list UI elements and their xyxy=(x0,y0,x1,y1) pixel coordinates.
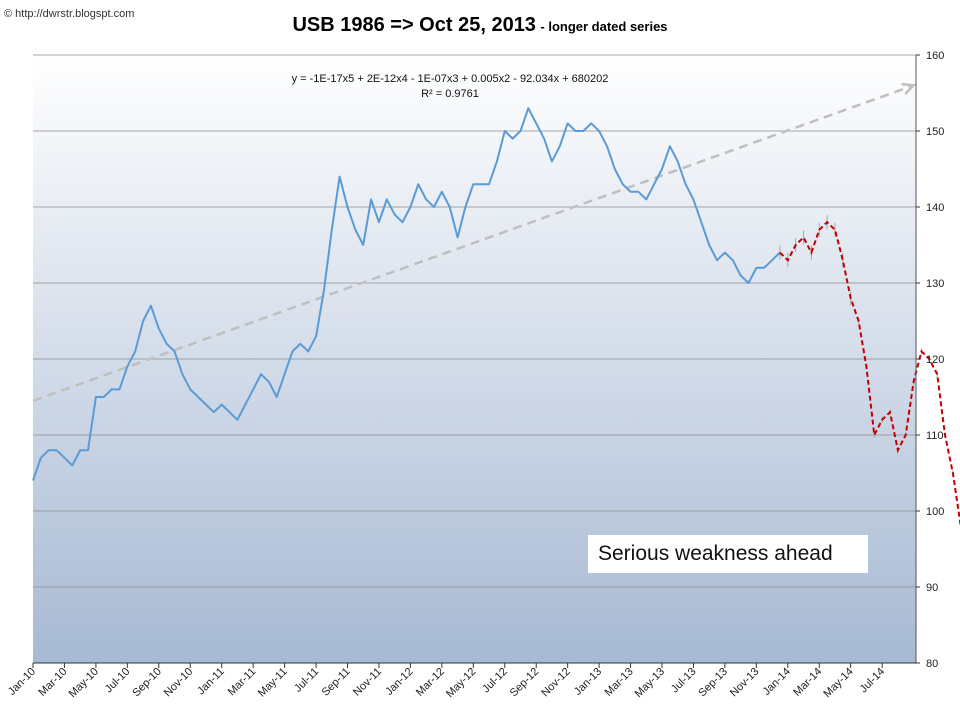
trend-equation-box: y = -1E-17x5 + 2E-12x4 - 1E-07x3 + 0.005… xyxy=(240,72,660,102)
x-tick-label: May-11 xyxy=(256,666,290,700)
x-tick-label: Nov-13 xyxy=(728,666,762,700)
trend-arrowhead xyxy=(901,82,917,95)
x-tick-label: Sep-12 xyxy=(508,666,542,700)
x-tick-label: Mar-10 xyxy=(36,666,69,699)
series-line-forecast xyxy=(779,220,960,527)
x-tick-label: Nov-11 xyxy=(351,666,384,699)
y-tick-label: 130 xyxy=(926,278,944,290)
x-tick-label: Sep-13 xyxy=(696,666,730,700)
source-credit: © http://dwrstr.blogspt.com xyxy=(4,8,135,20)
x-tick-label: May-14 xyxy=(821,666,855,700)
y-tick-label: 160 xyxy=(926,50,944,62)
x-tick-label: Mar-11 xyxy=(226,666,259,699)
y-tick-label: 90 xyxy=(926,582,938,594)
x-tick-label: May-10 xyxy=(67,666,101,700)
x-tick-label: May-13 xyxy=(633,666,667,700)
x-tick-label: Nov-10 xyxy=(162,666,196,700)
y-tick-label: 120 xyxy=(926,354,944,366)
series-layer xyxy=(32,82,960,527)
trend-line xyxy=(32,84,915,402)
x-tick-label: Jan-10 xyxy=(6,666,38,698)
x-tick-label: Jan-12 xyxy=(383,666,415,698)
x-tick-label: Jul-13 xyxy=(669,666,699,696)
series-line-history xyxy=(32,107,781,481)
x-tick-label: Sep-11 xyxy=(320,666,353,699)
chart-title: USB 1986 => Oct 25, 2013 - longer dated … xyxy=(0,14,960,37)
annotation-box: Serious weakness ahead xyxy=(588,535,868,573)
chart-subtitle: - longer dated series xyxy=(540,19,668,34)
x-tick-label: Jan-13 xyxy=(572,666,604,698)
gridlines xyxy=(33,54,916,588)
x-tick-label: Mar-14 xyxy=(791,666,824,699)
x-tick-label: Jan-11 xyxy=(195,666,227,698)
x-tick-label: Jul-14 xyxy=(858,666,888,696)
chart-title-main: USB 1986 => Oct 25, 2013 xyxy=(292,14,536,36)
x-tick-label: Jan-14 xyxy=(761,666,793,698)
y-tick-label: 110 xyxy=(926,430,944,442)
y-tick-label: 150 xyxy=(926,126,944,138)
y-tick-label: 140 xyxy=(926,202,944,214)
x-tick-label: Jul-10 xyxy=(103,666,133,696)
y-axis: 80 90 100 110 120 130 140 150 160 xyxy=(915,50,944,670)
y-tick-label: 80 xyxy=(926,658,938,670)
trend-r-squared: R² = 0.9761 xyxy=(421,88,479,100)
x-tick-label: Nov-12 xyxy=(539,666,573,700)
x-tick-label: May-12 xyxy=(444,666,478,700)
x-tick-label: Jul-11 xyxy=(292,666,321,695)
x-tick-label: Jul-12 xyxy=(480,666,510,696)
trend-equation: y = -1E-17x5 + 2E-12x4 - 1E-07x3 + 0.005… xyxy=(291,73,609,85)
x-tick-label: Mar-13 xyxy=(603,666,636,699)
x-tick-label: Mar-12 xyxy=(414,666,447,699)
y-tick-label: 100 xyxy=(926,506,944,518)
x-tick-label: Sep-10 xyxy=(130,666,164,700)
